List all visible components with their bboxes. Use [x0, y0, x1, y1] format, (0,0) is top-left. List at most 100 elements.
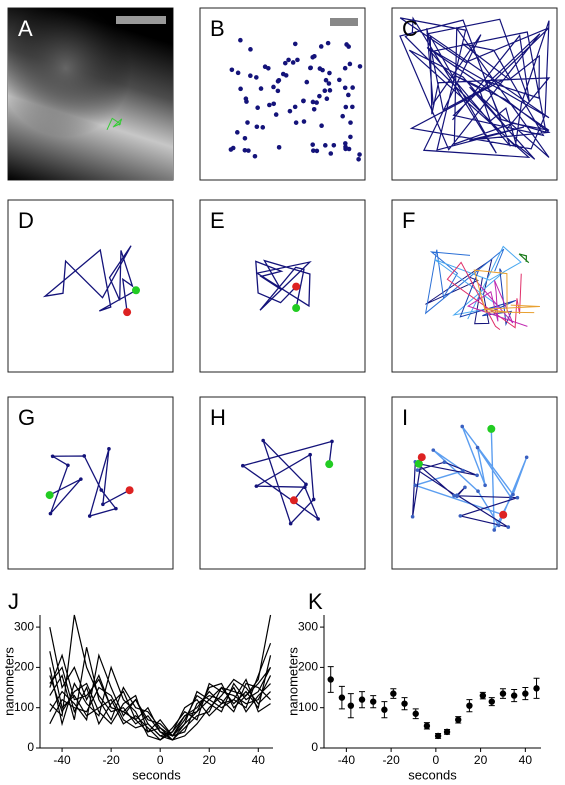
marker-dot — [525, 455, 529, 459]
data-point — [455, 717, 461, 723]
marker-dot — [290, 496, 298, 504]
panel-label: G — [18, 405, 35, 430]
marker-dot — [328, 151, 333, 156]
marker-dot — [497, 524, 501, 528]
marker-dot — [261, 439, 265, 443]
marker-dot — [255, 484, 259, 488]
marker-dot — [255, 105, 260, 110]
marker-dot — [443, 460, 447, 464]
marker-dot — [325, 96, 330, 101]
marker-dot — [344, 42, 349, 47]
x-tick-label: -20 — [382, 753, 400, 767]
data-point — [339, 694, 345, 700]
marker-dot — [101, 502, 105, 506]
marker-dot — [343, 66, 348, 71]
marker-dot — [49, 512, 53, 516]
marker-dot — [350, 85, 355, 90]
x-tick-label: -40 — [53, 753, 71, 767]
marker-dot — [516, 496, 520, 500]
data-point — [328, 676, 334, 682]
data-point — [413, 711, 419, 717]
panel-label: H — [210, 405, 226, 430]
marker-dot — [276, 79, 281, 84]
data-point — [500, 690, 506, 696]
marker-dot — [319, 123, 324, 128]
data-point — [489, 698, 495, 704]
marker-dot — [499, 511, 507, 519]
marker-dot — [260, 125, 265, 130]
marker-dot — [88, 514, 92, 518]
marker-dot — [340, 114, 345, 119]
marker-dot — [483, 483, 487, 487]
marker-dot — [294, 120, 299, 125]
y-axis-label: nanometers — [1, 647, 16, 716]
marker-dot — [281, 72, 286, 77]
marker-dot — [476, 489, 480, 493]
marker-dot — [357, 152, 362, 157]
marker-dot — [231, 146, 236, 151]
marker-dot — [506, 525, 510, 529]
data-point — [435, 733, 441, 739]
marker-dot — [255, 124, 260, 129]
marker-dot — [304, 483, 308, 487]
micrograph-blob — [8, 8, 173, 180]
marker-dot — [325, 460, 333, 468]
marker-dot — [292, 283, 300, 291]
data-point — [522, 690, 528, 696]
marker-dot — [286, 58, 291, 63]
marker-dot — [277, 145, 282, 150]
marker-dot — [241, 464, 245, 468]
marker-dot — [245, 120, 250, 125]
data-point — [533, 685, 539, 691]
panel-label: D — [18, 208, 34, 233]
data-point — [424, 723, 430, 729]
marker-dot — [311, 148, 316, 153]
x-tick-label: 0 — [157, 753, 164, 767]
marker-dot — [235, 130, 240, 135]
marker-dot — [343, 141, 348, 146]
marker-dot — [274, 112, 279, 117]
marker-dot — [323, 143, 328, 148]
marker-dot — [492, 528, 496, 532]
y-tick-label: 100 — [14, 700, 34, 714]
marker-dot — [230, 67, 235, 72]
marker-dot — [344, 105, 349, 110]
marker-dot — [295, 58, 300, 63]
marker-dot — [411, 515, 415, 519]
x-tick-label: 0 — [433, 753, 440, 767]
panel-label: K — [308, 589, 323, 614]
marker-dot — [132, 286, 140, 294]
marker-dot — [308, 453, 312, 457]
x-tick-label: -40 — [338, 753, 356, 767]
marker-dot — [79, 477, 83, 481]
panel-label: A — [18, 16, 33, 41]
marker-dot — [289, 522, 293, 526]
marker-dot — [243, 136, 248, 141]
marker-dot — [302, 119, 307, 124]
marker-dot — [66, 464, 70, 468]
marker-dot — [413, 484, 417, 488]
marker-dot — [348, 62, 353, 67]
marker-dot — [308, 65, 313, 70]
marker-dot — [322, 88, 327, 93]
marker-dot — [46, 491, 54, 499]
y-tick-label: 200 — [298, 660, 318, 674]
data-point — [348, 702, 354, 708]
marker-dot — [316, 517, 320, 521]
marker-dot — [312, 498, 316, 502]
panel-label: F — [402, 208, 415, 233]
marker-dot — [82, 454, 86, 458]
x-tick-label: -20 — [102, 753, 120, 767]
marker-dot — [276, 89, 281, 94]
x-tick-label: 40 — [252, 753, 266, 767]
marker-dot — [292, 304, 300, 312]
panel-label: I — [402, 405, 408, 430]
marker-dot — [327, 71, 332, 76]
marker-dot — [511, 493, 515, 497]
marker-dot — [248, 47, 253, 52]
data-line — [50, 675, 271, 735]
marker-dot — [418, 453, 426, 461]
data-point — [381, 707, 387, 713]
figure: ABCDEFGHI0100200300-40-2002040secondsnan… — [0, 0, 565, 785]
y-tick-label: 100 — [298, 700, 318, 714]
